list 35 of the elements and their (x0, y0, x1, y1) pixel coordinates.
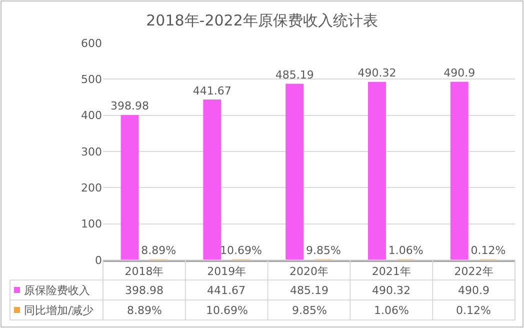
legend-label: 同比增加/减少 (24, 304, 94, 317)
text: 8.89% (141, 244, 176, 257)
chart-title: 2018年-2022年原保费收入统计表 (146, 11, 378, 30)
text: 441.67 (192, 84, 232, 98)
data-label: 485.19 (290, 284, 328, 297)
x-tick-label: 2020年 (290, 265, 328, 278)
text: 490.9 (444, 66, 476, 80)
y-tick-label: 0 (95, 254, 102, 267)
data-label: 398.98 (125, 284, 164, 297)
x-tick-label: 2019年 (207, 265, 246, 278)
text: 1.06% (388, 244, 424, 257)
text: 0.12% (470, 244, 506, 257)
data-label: 9.85% (292, 304, 327, 317)
data-label: 1.06% (374, 304, 409, 317)
y-tick-label: 100 (81, 218, 102, 231)
y-tick-label: 400 (81, 109, 102, 122)
y-tick-label: 600 (81, 36, 102, 50)
y-tick-label: 200 (81, 182, 102, 195)
data-label: 10.69% (206, 304, 248, 317)
x-tick-label: 2018年 (124, 265, 164, 278)
data-label: 441.67 (207, 284, 246, 297)
text: 490.32 (358, 66, 396, 80)
x-tick-label: 2021年 (372, 265, 411, 278)
data-label: 490.32 (372, 284, 410, 297)
y-tick-label: 500 (81, 73, 102, 86)
text: 9.85% (306, 244, 341, 257)
data-label: 490.9 (458, 284, 490, 297)
text: 10.69% (220, 244, 262, 257)
x-tick-label: 2022年 (454, 265, 494, 278)
data-label: 8.89% (127, 304, 162, 317)
y-tick-label: 300 (81, 145, 102, 158)
text: 398.98 (110, 100, 150, 113)
data-label: 0.12% (456, 304, 491, 317)
text: 485.19 (275, 68, 314, 82)
legend-label: 原保险费收入 (24, 284, 90, 297)
